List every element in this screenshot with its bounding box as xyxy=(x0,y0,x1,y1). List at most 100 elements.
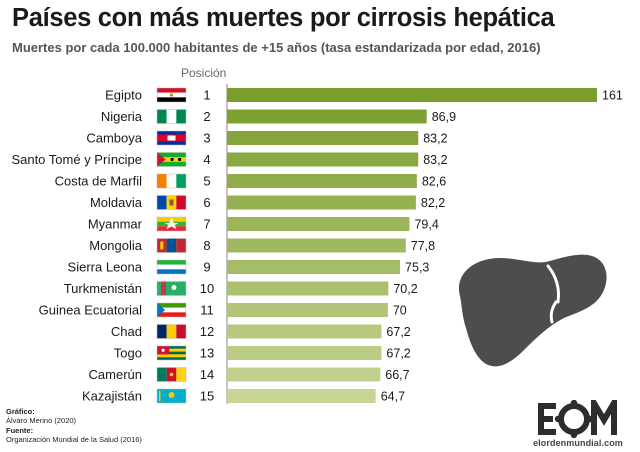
bar xyxy=(227,88,597,102)
value-label: 66,7 xyxy=(385,368,409,382)
bar-row: Camerún 14 66,7 xyxy=(89,367,410,382)
equatorial-guinea-flag xyxy=(156,302,187,318)
bar-row: Costa de Marfil 5 82,6 xyxy=(55,174,447,189)
value-label: 82,2 xyxy=(421,196,445,210)
position-number: 9 xyxy=(203,260,210,275)
bar xyxy=(227,152,419,167)
graphic-label: Gráfico: xyxy=(6,407,35,416)
bar xyxy=(227,238,406,253)
value-label: 67,2 xyxy=(386,347,410,361)
bar-row: Santo Tomé y Príncipe 4 83,2 xyxy=(11,152,447,167)
country-label: Moldavia xyxy=(90,195,143,210)
bar xyxy=(227,131,419,145)
bar xyxy=(227,217,410,231)
credits: Gráfico: Álvaro Merino (2020) Fuente: Or… xyxy=(6,407,142,444)
mongolia-flag xyxy=(156,238,187,253)
value-label: 86,9 xyxy=(432,110,456,124)
position-number: 15 xyxy=(200,389,214,404)
bar-row: Myanmar 7 79,4 xyxy=(88,217,439,232)
bar-row: Sierra Leona 9 75,3 xyxy=(68,260,430,275)
bar xyxy=(227,346,382,360)
position-number: 5 xyxy=(203,174,210,189)
value-label: 70,2 xyxy=(393,282,417,296)
logo-site-text: elordenmundial.com xyxy=(533,438,623,448)
togo-flag xyxy=(156,345,187,361)
position-number: 13 xyxy=(200,346,214,361)
country-label: Guinea Ecuatorial xyxy=(39,303,142,318)
position-column-header: Posición xyxy=(181,66,227,80)
cambodia-flag xyxy=(156,130,187,146)
bar-row: Egipto 1 161 xyxy=(105,88,623,103)
egypt-flag xyxy=(156,87,187,103)
chart-subtitle: Muertes por cada 100.000 habitantes de +… xyxy=(12,40,541,55)
source-value: Organización Mundial de la Salud (2016) xyxy=(6,434,142,444)
value-label: 82,6 xyxy=(422,175,446,189)
position-number: 3 xyxy=(203,131,210,146)
eom-logo: elordenmundial.com xyxy=(520,396,636,452)
bar-row: Mongolia 8 77,8 xyxy=(89,238,435,253)
source-label: Fuente: xyxy=(6,425,34,435)
bar-row: Guinea Ecuatorial 11 70 xyxy=(39,303,407,318)
bar xyxy=(227,303,388,317)
country-label: Mongolia xyxy=(89,238,143,253)
myanmar-flag xyxy=(156,216,187,232)
country-label: Myanmar xyxy=(88,217,143,232)
kazakhstan-flag xyxy=(156,388,187,404)
moldova-flag xyxy=(156,195,187,210)
cameroon-flag xyxy=(156,367,187,382)
chad-flag xyxy=(156,324,187,339)
country-label: Chad xyxy=(111,324,142,339)
country-label: Egipto xyxy=(105,88,142,103)
bar-row: Togo 13 67,2 xyxy=(114,346,411,361)
country-label: Camboya xyxy=(86,131,142,146)
country-label: Camerún xyxy=(89,367,142,382)
country-label: Turkmenistán xyxy=(64,281,142,296)
bar-row: Nigeria 2 86,9 xyxy=(101,109,456,124)
value-label: 161 xyxy=(602,89,623,103)
value-label: 79,4 xyxy=(414,218,438,232)
position-number: 7 xyxy=(203,217,210,232)
bar xyxy=(227,109,427,124)
position-number: 14 xyxy=(200,367,214,382)
bar xyxy=(227,174,417,188)
bar xyxy=(227,260,401,274)
ivory-coast-flag xyxy=(156,173,187,189)
position-number: 6 xyxy=(203,195,210,210)
bar-row: Chad 12 67,2 xyxy=(111,324,411,339)
position-number: 1 xyxy=(203,88,210,103)
eom-logo-mark xyxy=(538,400,617,438)
position-number: 4 xyxy=(203,152,210,167)
bar xyxy=(227,367,381,382)
value-label: 77,8 xyxy=(411,239,435,253)
bar xyxy=(227,195,416,210)
country-label: Nigeria xyxy=(101,109,143,124)
sao-tome-flag xyxy=(156,152,187,167)
value-label: 83,2 xyxy=(423,132,447,146)
bar-row: Camboya 3 83,2 xyxy=(86,131,447,146)
country-label: Kazajistán xyxy=(82,389,142,404)
graphic-author: Álvaro Merino (2020) xyxy=(6,416,77,426)
country-label: Santo Tomé y Príncipe xyxy=(11,152,142,167)
bar-row: Moldavia 6 82,2 xyxy=(90,195,445,210)
bar xyxy=(227,324,382,339)
bar-row: Kazajistán 15 64,7 xyxy=(82,389,405,404)
value-label: 70 xyxy=(393,304,407,318)
position-number: 10 xyxy=(200,281,214,296)
position-number: 2 xyxy=(203,109,210,124)
position-number: 12 xyxy=(200,324,214,339)
position-number: 8 xyxy=(203,238,210,253)
value-label: 64,7 xyxy=(381,390,405,404)
value-label: 67,2 xyxy=(386,325,410,339)
position-number: 11 xyxy=(200,303,214,318)
value-label: 75,3 xyxy=(405,261,429,275)
country-label: Sierra Leona xyxy=(68,260,143,275)
nigeria-flag xyxy=(156,109,187,124)
turkmenistan-flag xyxy=(156,281,187,296)
bar xyxy=(227,281,389,296)
bar-row: Turkmenistán 10 70,2 xyxy=(64,281,418,296)
country-label: Costa de Marfil xyxy=(55,174,143,189)
liver-icon xyxy=(458,254,607,367)
bar xyxy=(227,389,376,403)
